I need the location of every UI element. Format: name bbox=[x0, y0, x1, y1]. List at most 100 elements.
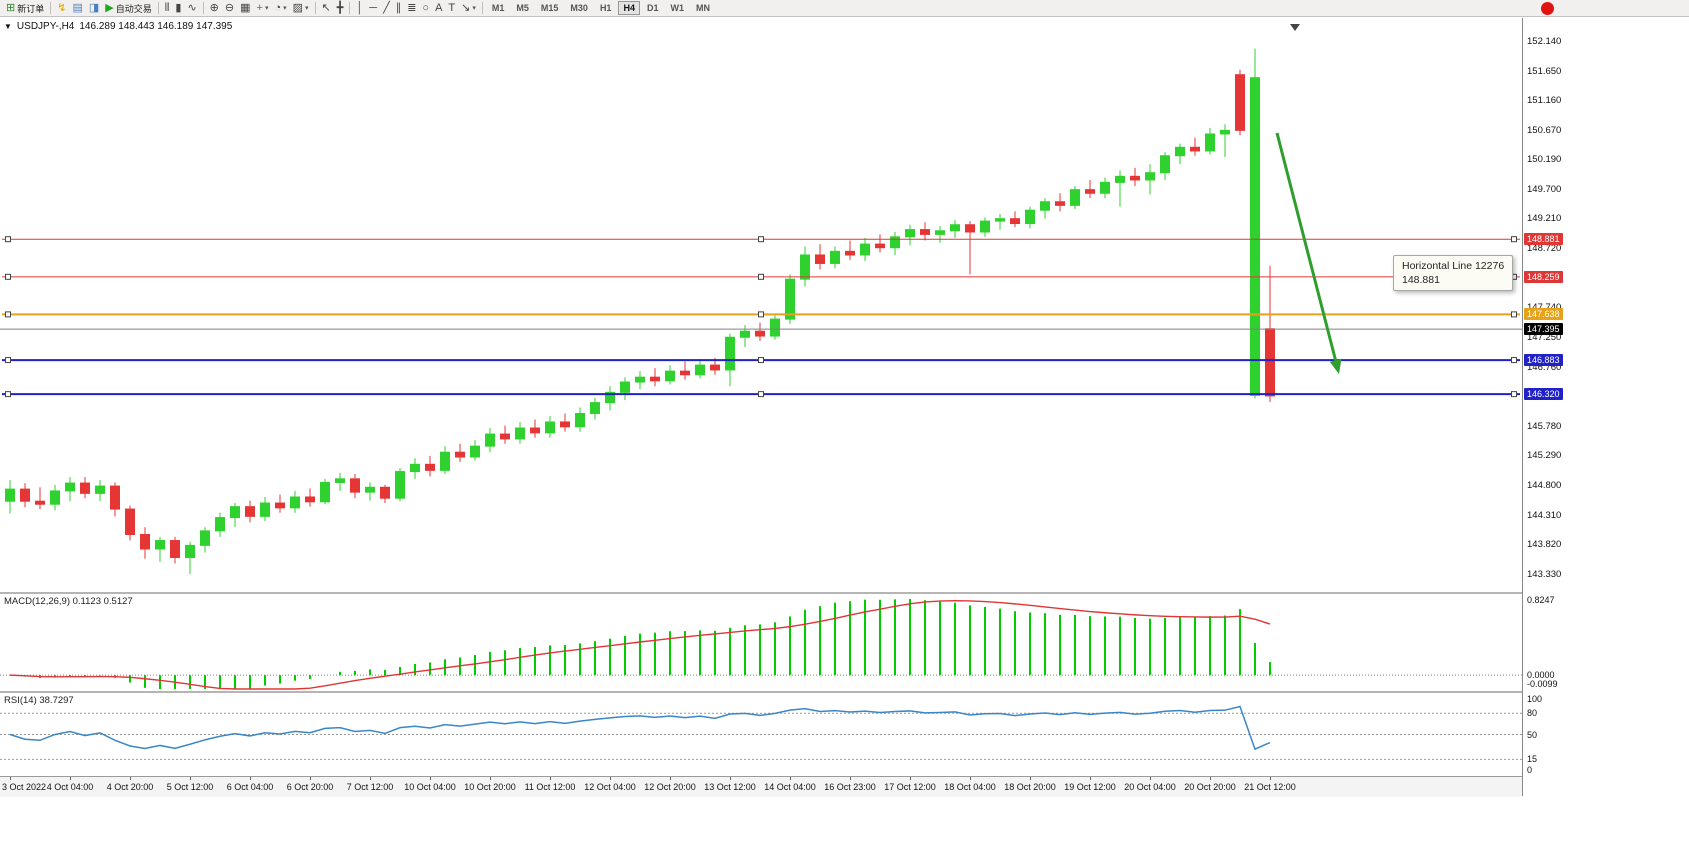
dropdown-caret-icon: ▾ bbox=[283, 5, 287, 12]
timeframe-m15-button[interactable]: M15 bbox=[540, 3, 559, 13]
new-order-button[interactable]: ⊞ 新订单 bbox=[3, 1, 47, 16]
selection-handle[interactable] bbox=[1511, 236, 1517, 243]
horizontal-line-button[interactable]: ─ bbox=[366, 1, 380, 16]
price-tag: 147.395 bbox=[1524, 323, 1563, 336]
time-axis-label: 19 Oct 12:00 bbox=[1064, 782, 1116, 792]
time-axis-tick bbox=[10, 777, 11, 780]
depth-of-market-button[interactable]: ↯ bbox=[54, 1, 69, 16]
selection-handle[interactable] bbox=[5, 311, 11, 318]
timeframe-mn-button[interactable]: MN bbox=[695, 3, 710, 13]
horizontal-line-object[interactable] bbox=[2, 357, 1520, 364]
time-axis-label: 10 Oct 04:00 bbox=[404, 782, 456, 792]
periods-button[interactable]: ◔ ▾ bbox=[271, 1, 289, 16]
rsi-line bbox=[9, 705, 1271, 751]
time-axis-tick bbox=[130, 777, 131, 780]
price-axis-label: 145.290 bbox=[1527, 450, 1562, 462]
time-axis-tick bbox=[490, 777, 491, 780]
time-scale[interactable]: 3 Oct 2022 4 Oct 04:00 4 Oct 20:00 5 Oct 12… bbox=[0, 776, 1522, 797]
timeframe-d1-button[interactable]: D1 bbox=[646, 3, 659, 13]
timeframe-m30-button[interactable]: M30 bbox=[570, 3, 588, 13]
pane-splitter[interactable] bbox=[0, 691, 1522, 693]
timeframe-m5-button[interactable]: M5 bbox=[516, 3, 529, 13]
rsi-axis-label: 100 bbox=[1527, 694, 1543, 704]
navigator-button[interactable]: ◨ bbox=[86, 1, 102, 16]
horizontal-line-icon: ─ bbox=[369, 1, 378, 14]
object-tooltip: Horizontal Line 12276 148.881 bbox=[1393, 255, 1514, 291]
candlestick-series bbox=[5, 48, 1275, 574]
price-chart-pane[interactable]: ▼ USDJPY-,H4 146.289 148.443 146.189 147… bbox=[0, 18, 1522, 592]
one-click-trading-toggle[interactable]: ▼ bbox=[4, 22, 12, 31]
toolbar-separator bbox=[202, 2, 204, 14]
macd-indicator-pane[interactable]: MACD(12,26,9) 0.1123 0.5127 bbox=[0, 594, 1522, 691]
crosshair-button[interactable]: ╋ bbox=[334, 1, 347, 16]
rsi-label: RSI(14) 38.7297 bbox=[4, 695, 74, 706]
periods-icon: ◔ bbox=[274, 1, 282, 14]
zoom-in-button[interactable]: ⊕ bbox=[207, 1, 222, 16]
zoom-out-icon: ⊖ bbox=[224, 1, 235, 14]
timeframe-h4-button[interactable]: H4 bbox=[618, 1, 640, 15]
time-axis-tick bbox=[850, 777, 851, 780]
new-order-icon: ⊞ bbox=[6, 1, 16, 14]
market-watch-button[interactable]: ▤ bbox=[69, 1, 85, 16]
time-axis-label: 4 Oct 04:00 bbox=[46, 782, 94, 792]
trendline-button[interactable]: ╱ bbox=[380, 1, 393, 16]
vertical-line-button[interactable]: │ bbox=[353, 1, 366, 16]
zoom-out-button[interactable]: ⊖ bbox=[222, 1, 237, 16]
time-axis-label: 20 Oct 20:00 bbox=[1184, 782, 1236, 792]
horizontal-line-object[interactable] bbox=[2, 311, 1520, 318]
candles-chart-icon: ▮ bbox=[175, 1, 182, 14]
rsi-axis-label: 50 bbox=[1527, 729, 1538, 740]
selection-handle[interactable] bbox=[5, 391, 11, 398]
pane-splitter[interactable] bbox=[0, 592, 1522, 594]
selection-handle[interactable] bbox=[5, 273, 11, 280]
text-button[interactable]: A bbox=[432, 1, 445, 16]
cursor-button[interactable]: ↖ bbox=[319, 1, 334, 16]
templates-icon: ▨ bbox=[292, 1, 304, 14]
price-scale[interactable]: 152.140 151.650 151.160 150.670 150.190 149.7… bbox=[1522, 18, 1689, 796]
arrows-button[interactable]: ↘ ▾ bbox=[458, 1, 479, 16]
bars-chart-button[interactable]: ⫴ bbox=[162, 1, 173, 16]
selection-handle[interactable] bbox=[758, 357, 764, 364]
tile-windows-icon: ▦ bbox=[240, 1, 251, 14]
horizontal-line-object[interactable] bbox=[2, 273, 1520, 280]
selection-handle[interactable] bbox=[758, 311, 764, 318]
rsi-indicator-pane[interactable]: RSI(14) 38.7297 bbox=[0, 693, 1522, 776]
selection-handle[interactable] bbox=[758, 273, 764, 280]
templates-button[interactable]: ▨ ▾ bbox=[290, 1, 312, 16]
text-label-button[interactable]: T bbox=[445, 1, 458, 16]
fibonacci-button[interactable]: ≣ bbox=[404, 1, 419, 16]
crosshair-icon: ╋ bbox=[336, 1, 344, 14]
ellipse-button[interactable]: ○ bbox=[419, 1, 432, 16]
chart-shift-marker[interactable] bbox=[1290, 24, 1300, 31]
line-chart-icon: ∿ bbox=[187, 1, 197, 14]
auto-trading-button[interactable]: ▶ 自动交易 bbox=[102, 1, 154, 16]
time-axis-tick bbox=[1150, 777, 1151, 780]
candles-chart-button[interactable]: ▮ bbox=[172, 1, 184, 16]
tile-windows-button[interactable]: ▦ bbox=[237, 1, 253, 16]
selection-handle[interactable] bbox=[1511, 391, 1517, 398]
time-axis-tick bbox=[790, 777, 791, 780]
selection-handle[interactable] bbox=[758, 391, 764, 398]
timeframe-h1-button[interactable]: H1 bbox=[599, 3, 612, 13]
selection-handle[interactable] bbox=[5, 236, 11, 243]
time-axis-label: 12 Oct 20:00 bbox=[644, 782, 696, 792]
selection-handle[interactable] bbox=[1511, 357, 1517, 364]
arrow-object[interactable] bbox=[1275, 132, 1342, 374]
macd-axis-label: 0.8247 bbox=[1527, 595, 1555, 605]
selection-handle[interactable] bbox=[1511, 311, 1517, 318]
text-icon: A bbox=[435, 1, 443, 14]
horizontal-line-object[interactable] bbox=[2, 236, 1520, 243]
time-axis-label: 20 Oct 04:00 bbox=[1124, 782, 1176, 792]
chart-ohlc: 146.289 148.443 146.189 147.395 bbox=[79, 21, 233, 32]
selection-handle[interactable] bbox=[5, 357, 11, 364]
channel-button[interactable]: ∥ bbox=[393, 1, 405, 16]
timeframe-m1-button[interactable]: M1 bbox=[491, 3, 505, 13]
price-axis-label: 150.670 bbox=[1527, 124, 1562, 136]
line-chart-button[interactable]: ∿ bbox=[184, 1, 199, 16]
timeframe-w1-button[interactable]: W1 bbox=[670, 3, 684, 13]
selection-handle[interactable] bbox=[758, 236, 764, 243]
macd-histogram bbox=[24, 599, 1271, 689]
horizontal-line-object[interactable] bbox=[2, 391, 1520, 398]
notification-icon[interactable] bbox=[1541, 2, 1554, 15]
indicators-button[interactable]: + ▾ bbox=[254, 1, 272, 16]
